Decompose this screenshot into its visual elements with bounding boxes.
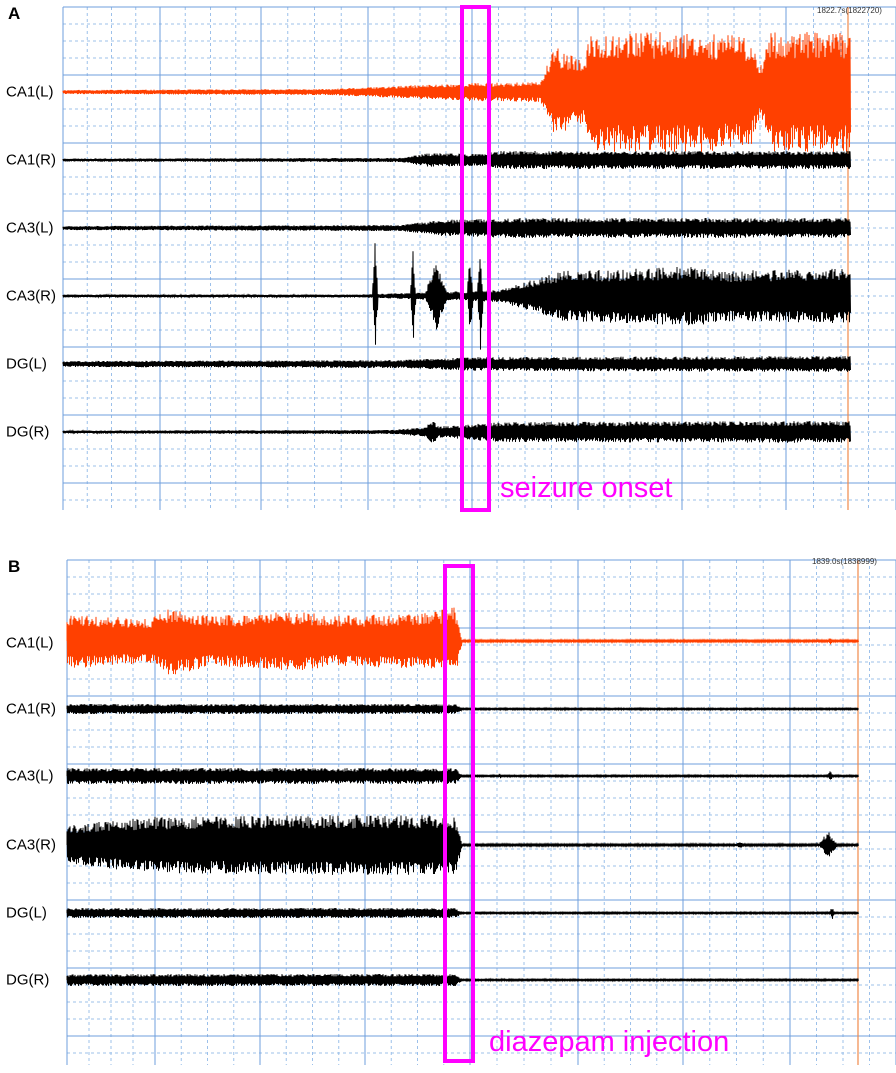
panel-b-letter: B (8, 557, 21, 576)
channel-label-ca1-right: CA1(R) (6, 700, 57, 718)
channel-label-ca3-left: CA3(L) (6, 767, 54, 785)
eeg-chart-a (62, 5, 896, 512)
panel-b-timestamp: 1839.0s(1838999) (812, 557, 877, 566)
channel-label-ca3-right: CA3(R) (6, 287, 57, 305)
eeg-chart-b (66, 559, 896, 1065)
channel-label-dg-left: DG(L) (6, 904, 47, 922)
diazepam-injection-label: diazepam injection (489, 1026, 730, 1058)
channel-label-dg-left: DG(L) (6, 355, 47, 373)
channel-label-ca1-right: CA1(R) (6, 151, 57, 169)
panel-a-letter: A (8, 4, 21, 23)
panel-a-timestamp: 1822.7s(1822720) (817, 6, 882, 15)
channel-label-ca1-left: CA1(L) (6, 634, 54, 652)
channel-label-dg-right: DG(R) (6, 423, 50, 441)
seizure-onset-label: seizure onset (500, 472, 673, 504)
channel-label-dg-right: DG(R) (6, 971, 50, 989)
diazepam-injection-box (443, 564, 475, 1063)
panel-a: A 1822.7s(1822720) CA1(L) CA1(R) CA3(L) … (0, 0, 896, 520)
channel-label-ca1-left: CA1(L) (6, 83, 54, 101)
seizure-onset-box (460, 5, 491, 512)
channel-label-ca3-right: CA3(R) (6, 836, 57, 854)
panel-b: B 1839.0s(1838999) CA1(L) CA1(R) CA3(L) … (0, 553, 896, 1073)
channel-label-ca3-left: CA3(L) (6, 219, 54, 237)
